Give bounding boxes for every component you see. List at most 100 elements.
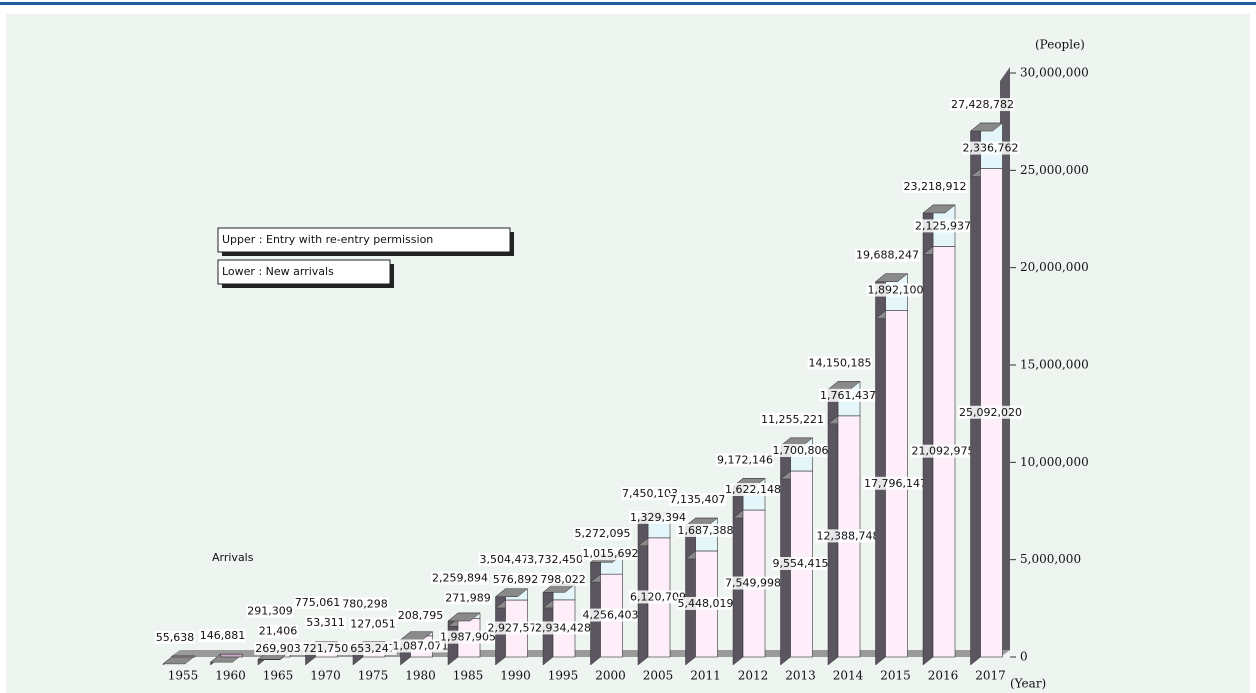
lower-label: 5,448,019: [678, 597, 734, 610]
label-bg: [246, 604, 294, 618]
label-bg: [349, 642, 397, 655]
total-label: 3,732,450: [527, 553, 583, 566]
label-bg: [676, 596, 735, 610]
label-bg: [396, 608, 445, 622]
label-bg: [439, 630, 497, 644]
total-label: 11,255,221: [761, 413, 824, 426]
x-tick-label: 1985: [453, 669, 484, 683]
x-tick-label: 2012: [738, 669, 769, 683]
y-tick-label: 30,000,000: [1020, 66, 1089, 80]
label-bg: [815, 529, 881, 543]
upper-label: 1,329,394: [630, 511, 686, 524]
label-bg: [819, 388, 877, 402]
label-bg: [539, 572, 587, 586]
label-bg: [676, 523, 735, 537]
x-tick-label: 1960: [215, 669, 246, 683]
total-label: 775,061: [295, 596, 341, 609]
top-rule: [0, 2, 1256, 5]
x-tick-label: 1975: [358, 669, 389, 683]
label-bg: [668, 493, 727, 507]
y-tick-label: 15,000,000: [1020, 358, 1089, 372]
x-tick-label: 2017: [975, 669, 1006, 683]
label-bg: [961, 141, 1020, 155]
label-bg: [349, 617, 397, 631]
label-bg: [581, 608, 640, 622]
total-label: 291,309: [247, 605, 293, 618]
label-bg: [573, 527, 632, 541]
upper-label: 2,125,937: [915, 219, 971, 232]
bar-top: [922, 204, 956, 214]
x-tick-label: 1990: [500, 669, 531, 683]
x-tick-label: 1965: [263, 669, 294, 683]
upper-label: 1,015,692: [583, 547, 639, 560]
upper-label: 53,311: [306, 616, 345, 629]
x-tick-label: 1995: [548, 669, 579, 683]
total-label: 14,150,185: [809, 357, 872, 370]
label-bg: [478, 553, 537, 567]
label-bg: [771, 444, 830, 458]
label-bg: [807, 356, 873, 370]
upper-label: 208,795: [398, 609, 444, 622]
lower-label: 7,549,998: [725, 577, 781, 590]
y-tick-label: 0: [1020, 650, 1028, 664]
x-tick-label: 2014: [833, 669, 864, 683]
y-axis-label: (People): [1035, 38, 1085, 52]
upper-label: 576,892: [493, 573, 539, 586]
bar-top: [494, 588, 529, 598]
label-bg: [526, 552, 584, 566]
label-bg: [391, 639, 450, 653]
label-bg: [958, 405, 1023, 419]
lower-label: 269,903: [255, 642, 301, 655]
label-bg: [254, 642, 302, 655]
x-tick-label: 2016: [928, 669, 959, 683]
bar: [172, 655, 196, 658]
y-tick-label: 25,000,000: [1020, 163, 1089, 177]
x-tick-label: 2005: [643, 669, 674, 683]
x-tick-label: 1980: [405, 669, 436, 683]
label-bg: [301, 642, 350, 655]
upper-label: 1,622,148: [725, 483, 781, 496]
upper-label: 798,022: [540, 573, 586, 586]
label-bg: [305, 615, 346, 629]
label-bg: [198, 629, 247, 643]
x-tick-label: 2013: [785, 669, 816, 683]
label-bg: [950, 98, 1015, 112]
total-label: 27,428,782: [951, 98, 1014, 111]
total-label: 7,450,103: [622, 487, 678, 500]
label-bg: [866, 283, 925, 297]
total-label: 9,172,146: [717, 453, 773, 466]
x-tick-label: 1955: [168, 669, 199, 683]
label-bg: [629, 590, 687, 604]
lower-label: 1,087,071: [393, 639, 449, 652]
label-bg: [491, 573, 540, 587]
lower-label: 9,554,415: [773, 557, 829, 570]
lower-label: 21,092,975: [912, 445, 975, 458]
label-bg: [760, 412, 825, 426]
bar-top: [969, 122, 1004, 132]
label-bg: [534, 621, 592, 635]
label-bg: [486, 621, 545, 635]
total-label: 55,638: [156, 631, 195, 644]
y-tick-label: 5,000,000: [1020, 552, 1081, 566]
lower-label: 17,796,147: [864, 477, 927, 490]
y-tick-label: 10,000,000: [1020, 455, 1089, 469]
label-bg: [629, 510, 687, 524]
upper-label: 21,406: [259, 625, 298, 638]
legend-box: [217, 259, 391, 285]
x-tick-label: 2011: [690, 669, 721, 683]
label-bg: [293, 595, 342, 609]
lower-label: 2,927,578: [488, 622, 544, 635]
upper-label: 127,051: [350, 617, 396, 630]
upper-label: 271,989: [445, 591, 491, 604]
y-tick-label: 20,000,000: [1020, 260, 1089, 274]
upper-label: 1,687,388: [678, 524, 734, 537]
label-bg: [724, 483, 782, 497]
upper-label: 1,892,100: [868, 284, 924, 297]
label-bg: [431, 571, 489, 585]
bar-top: [874, 273, 909, 282]
total-label: 23,218,912: [904, 180, 967, 193]
label-bg: [621, 486, 679, 500]
x-tick-label: 1970: [310, 669, 341, 683]
label-bg: [914, 219, 972, 233]
